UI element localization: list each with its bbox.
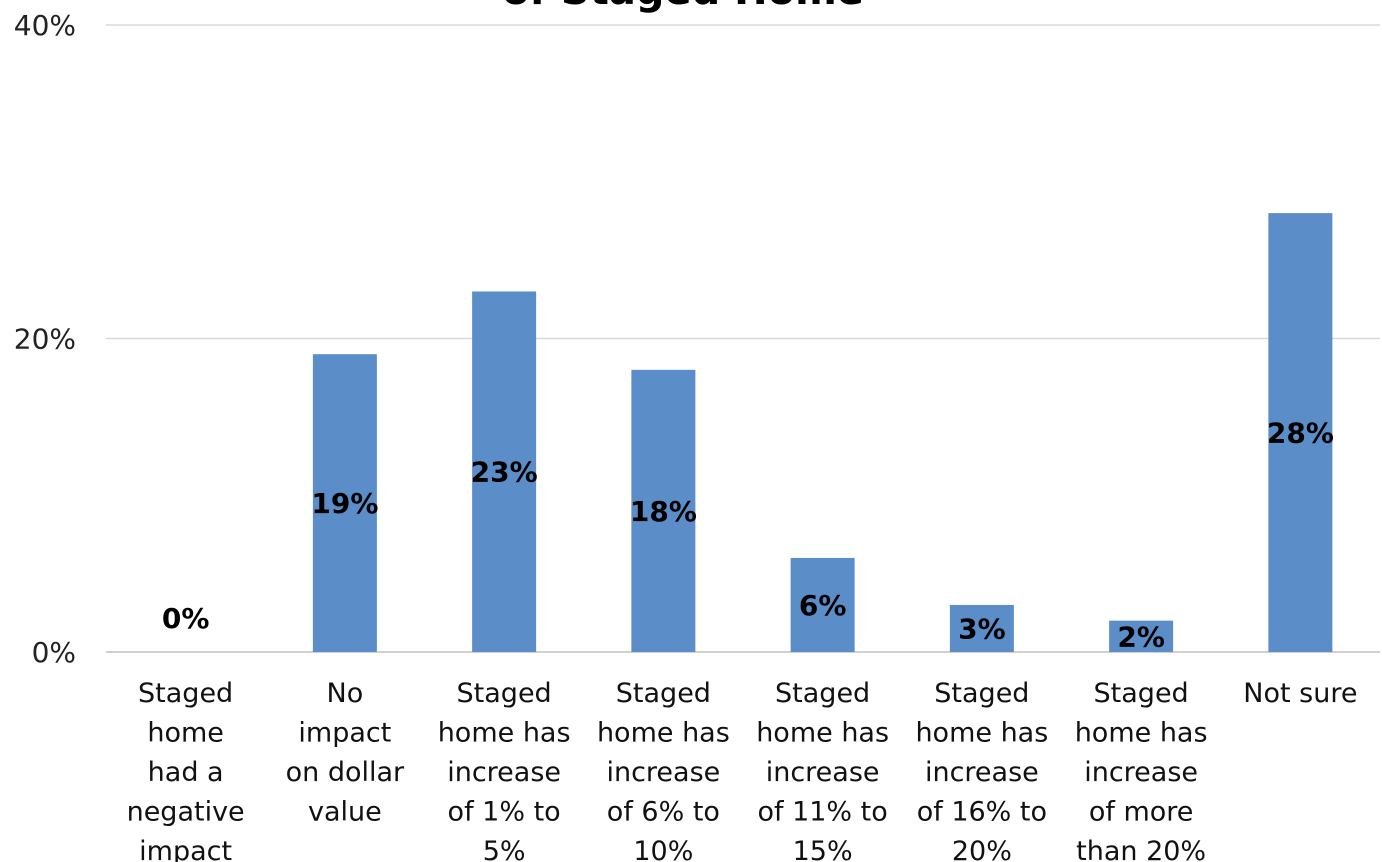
bar <box>1268 213 1333 652</box>
x-tick-label: Staged home has increase of 1% to 5% <box>438 678 571 862</box>
data-label: 0% <box>162 602 210 635</box>
x-tick-label: Not sure <box>1243 678 1357 709</box>
bar <box>1109 620 1174 652</box>
y-tick-label: 0% <box>32 636 76 669</box>
bar <box>631 369 696 652</box>
bar <box>312 354 377 652</box>
x-tick-label: Staged home has increase of more than 20% <box>1075 678 1208 862</box>
bar <box>472 291 537 652</box>
x-tick-label: Staged home has increase of 6% to 10% <box>597 678 730 862</box>
bar <box>949 604 1014 652</box>
data-label: 2% <box>1117 620 1165 653</box>
y-tick-label: 40% <box>14 9 76 42</box>
data-label: 6% <box>799 589 847 622</box>
data-label: 3% <box>958 612 1006 645</box>
x-tick-label: Staged home has increase of 11% to 15% <box>756 678 889 862</box>
data-label: 23% <box>471 456 538 489</box>
bar <box>790 557 855 652</box>
y-tick-label: 20% <box>14 323 76 356</box>
x-tick-label: Staged home has increase of 16% to 20% <box>915 678 1048 862</box>
x-tick-label: Staged home had a negative impact <box>127 678 245 862</box>
chart-title: of Staged Home <box>502 0 864 14</box>
data-label: 19% <box>311 487 378 520</box>
data-label: 28% <box>1267 417 1334 450</box>
x-tick-label: No impact on dollar value <box>286 678 405 828</box>
data-label: 18% <box>630 495 697 528</box>
